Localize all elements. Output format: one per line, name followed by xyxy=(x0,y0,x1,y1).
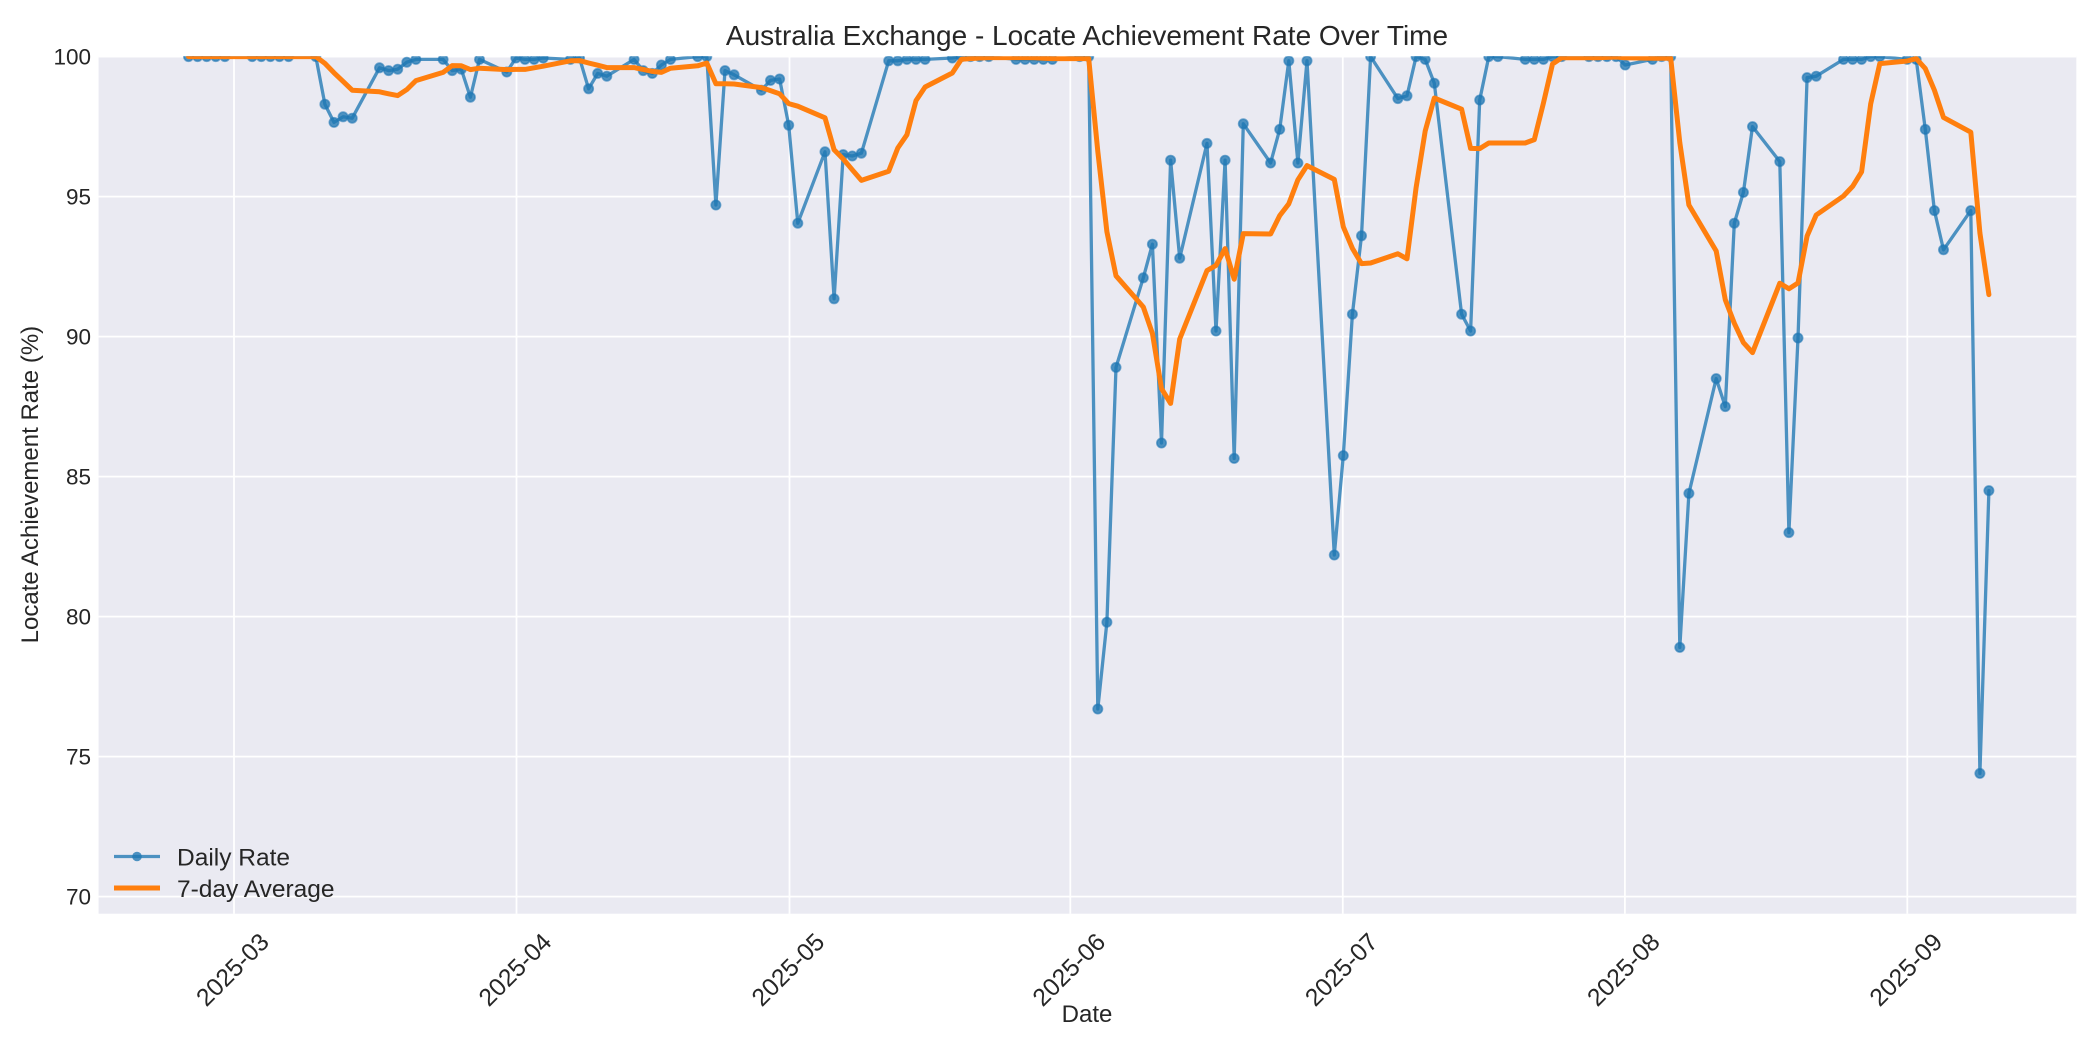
svg-text:85: 85 xyxy=(66,465,91,490)
svg-text:7-day Average: 7-day Average xyxy=(177,876,335,903)
svg-text:Australia Exchange - Locate Ac: Australia Exchange - Locate Achievement … xyxy=(726,20,1448,51)
svg-text:70: 70 xyxy=(66,885,91,910)
svg-text:100: 100 xyxy=(53,45,91,70)
svg-text:Locate Achievement Rate (%): Locate Achievement Rate (%) xyxy=(17,326,44,643)
svg-text:Date: Date xyxy=(1062,1001,1113,1028)
svg-text:95: 95 xyxy=(66,185,91,210)
svg-text:75: 75 xyxy=(66,745,91,770)
svg-text:Daily Rate: Daily Rate xyxy=(177,845,290,872)
svg-text:90: 90 xyxy=(66,325,91,350)
svg-text:80: 80 xyxy=(66,605,91,630)
